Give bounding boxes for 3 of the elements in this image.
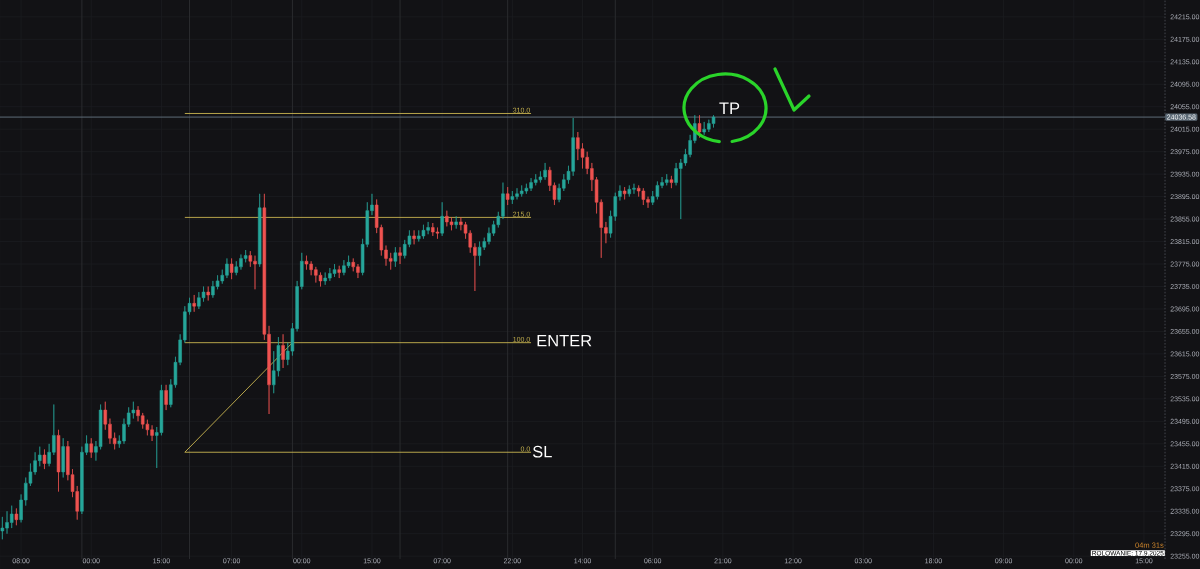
annotation: SL xyxy=(532,445,552,458)
annotation: TP xyxy=(719,102,740,114)
annotation: ENTER xyxy=(537,335,592,347)
